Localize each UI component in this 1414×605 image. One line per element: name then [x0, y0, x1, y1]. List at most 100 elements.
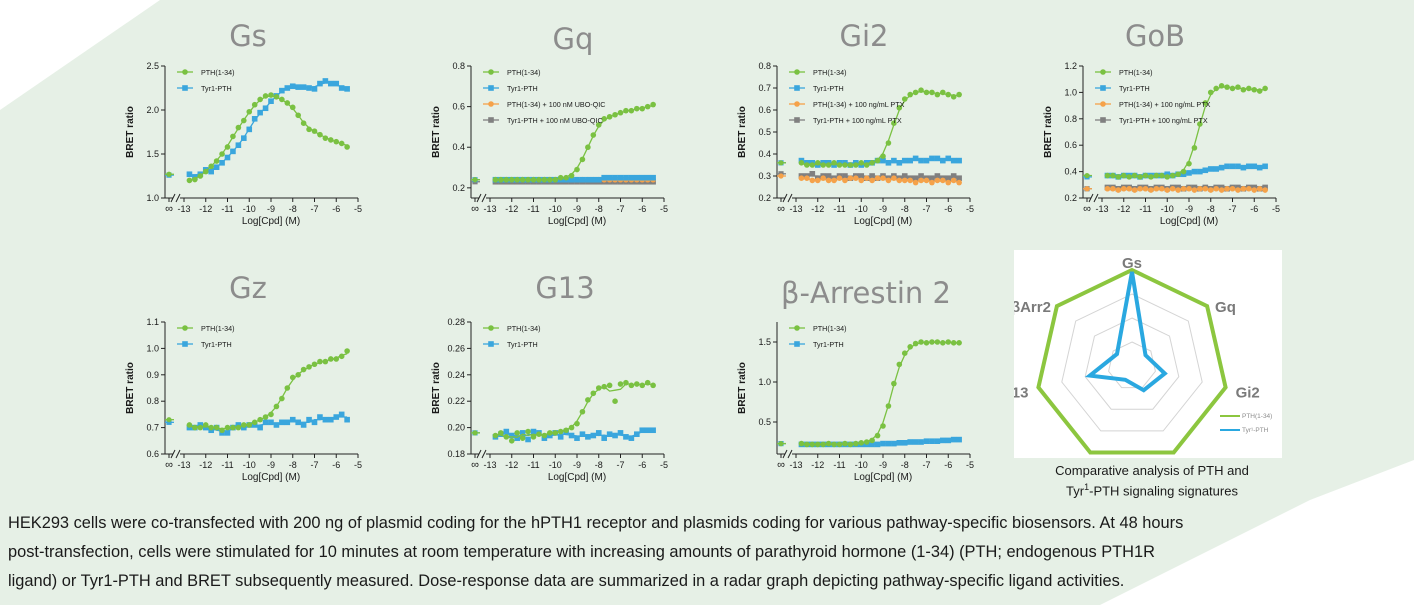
- data-point: [311, 86, 318, 92]
- legend-label: Tyr1-PTH + 100 nM UBO-QIC: [507, 116, 603, 125]
- data-point: [241, 135, 247, 141]
- y-tick-label: 0.6: [758, 105, 771, 115]
- y-tick-label: 0.2: [1064, 193, 1077, 203]
- data-point: [268, 411, 274, 418]
- data-point: [863, 439, 870, 445]
- data-point: [202, 168, 209, 175]
- axis-break-mark: [481, 193, 487, 203]
- data-point: [1159, 185, 1165, 192]
- data-point: [847, 441, 854, 448]
- x-tick-label: -9: [573, 204, 581, 214]
- y-tick-label: 0.6: [452, 102, 465, 112]
- data-point: [1148, 174, 1154, 180]
- data-point: [820, 441, 826, 448]
- data-point: [268, 92, 274, 98]
- data-point: [934, 339, 941, 345]
- data-point: [956, 179, 962, 186]
- data-point: [1229, 185, 1236, 192]
- data-point: [863, 175, 870, 181]
- legend-label: PTH(1-34): [507, 324, 541, 333]
- data-point: [295, 419, 301, 426]
- radar-axis-label: Gs: [1122, 255, 1142, 272]
- x-tick-label: -9: [879, 460, 887, 470]
- data-point: [1153, 185, 1160, 192]
- legend-swatch-marker: [794, 101, 800, 107]
- data-point: [804, 162, 810, 168]
- data-point: [568, 172, 575, 179]
- data-point: [617, 381, 624, 387]
- x-tick-label: -6: [638, 460, 646, 470]
- data-point: [869, 160, 875, 166]
- caption-line-3: ligand) or Tyr1-PTH and BRET subsequentl…: [8, 572, 1125, 590]
- data-point: [300, 120, 307, 126]
- x-tick-label: -13: [789, 204, 802, 214]
- data-point: [1169, 185, 1176, 192]
- x-tick-label-infinity: ∞: [777, 459, 785, 471]
- x-tick-label: -9: [267, 460, 275, 470]
- x-axis-label: Log[Cpd] (M): [1160, 216, 1218, 227]
- radar-series-radar_blue: [1084, 271, 1168, 393]
- data-point: [956, 91, 962, 98]
- data-point: [317, 414, 323, 420]
- data-point: [322, 135, 329, 141]
- x-tick-label: -10: [1161, 204, 1174, 214]
- y-tick-label: 0.5: [758, 127, 771, 137]
- data-point: [880, 157, 886, 164]
- data-point: [628, 107, 635, 114]
- x-tick-label: -8: [901, 460, 909, 470]
- data-point: [595, 430, 602, 436]
- data-point: [885, 177, 892, 184]
- data-point: [235, 424, 242, 431]
- y-tick-label: 0.20: [447, 423, 465, 433]
- data-point: [628, 382, 635, 389]
- data-point: [284, 100, 291, 106]
- data-point: [519, 430, 526, 436]
- data-point: [929, 438, 935, 444]
- legend-swatch-marker: [488, 117, 494, 123]
- data-point: [317, 131, 323, 138]
- data-point: [1262, 163, 1268, 170]
- data-point: [595, 122, 602, 128]
- data-point: [940, 89, 946, 96]
- data-point: [623, 107, 629, 114]
- data-point: [1251, 86, 1258, 93]
- data-point: [585, 144, 591, 151]
- data-point: [262, 93, 269, 99]
- data-point: [945, 179, 952, 186]
- data-point: [279, 419, 285, 426]
- panel-title-gob: GoB: [1124, 19, 1186, 53]
- data-point: [1218, 187, 1225, 193]
- legend-label: PTH(1-34): [813, 324, 847, 333]
- data-point: [1218, 83, 1225, 89]
- y-tick-label: 0.18: [447, 449, 465, 459]
- x-axis-label: Log[Cpd] (M): [548, 472, 606, 483]
- axes: 1.0 1.5 2.0 2.5 ∞ -13 -12 -11 -10 -9 -8 -7 -6 -5 Log[C…: [125, 61, 362, 227]
- data-point: [901, 96, 908, 102]
- data-point: [896, 177, 903, 184]
- data-point: [858, 160, 865, 166]
- data-point: [333, 80, 340, 87]
- data-point: [628, 435, 635, 441]
- data-point: [912, 439, 919, 445]
- legend-label: Tyr1-PTH: [813, 340, 844, 349]
- data-point: [547, 176, 553, 183]
- legend-label: Tyr1-PTH: [507, 84, 538, 93]
- x-tick-label: -6: [332, 460, 340, 470]
- data-point: [541, 432, 548, 439]
- data-point: [847, 175, 854, 181]
- data-point: [874, 432, 881, 439]
- data-point: [186, 422, 193, 428]
- x-axis-label: Log[Cpd] (M): [854, 216, 912, 227]
- data-point: [901, 350, 908, 356]
- data-point: [820, 175, 826, 181]
- radar-caption-line1: Comparative analysis of PTH and: [1055, 463, 1249, 478]
- series-green: [777, 339, 962, 448]
- data-point: [1207, 166, 1214, 172]
- data-point: [1256, 88, 1263, 94]
- data-point: [585, 397, 591, 403]
- x-tick-label: -6: [944, 460, 952, 470]
- x-tick-label: -11: [527, 204, 539, 214]
- data-point: [634, 431, 640, 437]
- data-point: [885, 160, 892, 166]
- data-point: [492, 176, 499, 183]
